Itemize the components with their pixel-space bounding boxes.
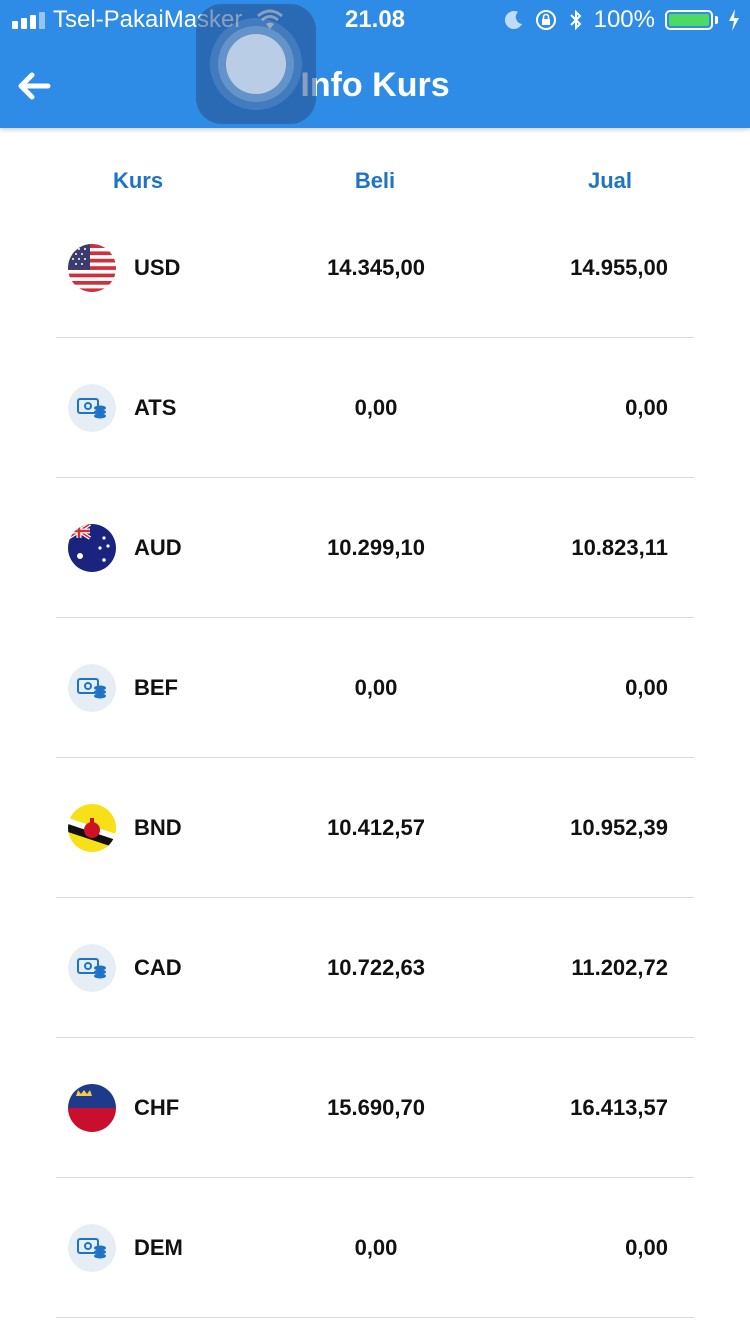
table-row[interactable]: BND 10.412,57 10.952,39 bbox=[56, 758, 694, 898]
buy-rate: 15.690,70 bbox=[327, 1095, 425, 1120]
money-icon bbox=[68, 1224, 116, 1272]
table-row[interactable]: AUD 10.299,10 10.823,11 bbox=[56, 478, 694, 618]
row-divider bbox=[56, 1317, 694, 1318]
sell-rate: 11.202,72 bbox=[571, 955, 668, 980]
row-divider bbox=[56, 477, 694, 478]
currency-code: USD bbox=[134, 255, 181, 280]
sell-rate: 10.952,39 bbox=[570, 815, 668, 840]
money-icon bbox=[68, 944, 116, 992]
table-row[interactable]: CAD 10.722,63 11.202,72 bbox=[56, 898, 694, 1038]
column-header-jual: Jual bbox=[587, 168, 633, 193]
status-bar: Tsel-PakaiMasker 21.08 100% bbox=[0, 0, 750, 40]
currency-code: CAD bbox=[134, 955, 182, 980]
table-row[interactable]: DEM 0,00 0,00 bbox=[56, 1178, 694, 1318]
buy-rate: 0,00 bbox=[354, 1235, 398, 1260]
buy-rate: 0,00 bbox=[354, 395, 398, 420]
sell-rate: 0,00 bbox=[625, 675, 668, 700]
assistive-touch-button[interactable] bbox=[196, 4, 316, 124]
money-icon bbox=[68, 384, 116, 432]
sell-rate: 16.413,57 bbox=[570, 1095, 668, 1120]
row-divider bbox=[56, 337, 694, 338]
currency-code: DEM bbox=[134, 1235, 183, 1260]
page-title: Info Kurs bbox=[300, 66, 450, 104]
arrow-left-icon bbox=[18, 72, 51, 100]
app-header: Tsel-PakaiMasker 21.08 100% bbox=[0, 0, 750, 128]
table-row[interactable]: BEF 0,00 0,00 bbox=[56, 618, 694, 758]
flag-usa-icon bbox=[68, 244, 116, 292]
table-row[interactable]: ATS 0,00 0,00 bbox=[56, 338, 694, 478]
flag-liechtenstein-icon bbox=[68, 1084, 116, 1132]
battery-percent: 100% bbox=[593, 6, 655, 33]
money-icon bbox=[68, 664, 116, 712]
row-divider bbox=[56, 1177, 694, 1178]
buy-rate: 10.412,57 bbox=[327, 815, 425, 840]
row-divider bbox=[56, 757, 694, 758]
flag-australia-icon bbox=[68, 524, 116, 572]
column-header-beli: Beli bbox=[354, 168, 396, 193]
row-divider bbox=[56, 617, 694, 618]
status-time: 21.08 bbox=[344, 6, 406, 33]
orientation-lock-icon bbox=[535, 10, 556, 30]
flag-brunei-icon bbox=[68, 804, 116, 852]
row-divider bbox=[56, 897, 694, 898]
row-divider bbox=[56, 1037, 694, 1038]
currency-code: BEF bbox=[134, 675, 178, 700]
column-header-kurs: Kurs bbox=[112, 168, 164, 193]
currency-code: CHF bbox=[134, 1095, 180, 1120]
signal-icon bbox=[12, 11, 45, 29]
battery-icon bbox=[665, 10, 718, 30]
charging-icon bbox=[729, 9, 739, 31]
moon-icon bbox=[504, 11, 522, 30]
currency-code: BND bbox=[134, 815, 182, 840]
buy-rate: 10.299,10 bbox=[327, 535, 425, 560]
table-row[interactable]: USD 14.345,00 14.955,00 bbox=[56, 198, 694, 338]
sell-rate: 10.823,11 bbox=[571, 535, 668, 560]
back-button[interactable] bbox=[14, 66, 54, 106]
sell-rate: 0,00 bbox=[625, 395, 668, 420]
sell-rate: 14.955,00 bbox=[570, 255, 668, 280]
buy-rate: 0,00 bbox=[354, 675, 398, 700]
buy-rate: 14.345,00 bbox=[327, 255, 425, 280]
bluetooth-icon bbox=[569, 9, 582, 31]
sell-rate: 0,00 bbox=[625, 1235, 668, 1260]
currency-code: AUD bbox=[134, 535, 182, 560]
currency-code: ATS bbox=[134, 395, 177, 420]
table-row[interactable]: CHF 15.690,70 16.413,57 bbox=[56, 1038, 694, 1178]
buy-rate: 10.722,63 bbox=[327, 955, 425, 980]
